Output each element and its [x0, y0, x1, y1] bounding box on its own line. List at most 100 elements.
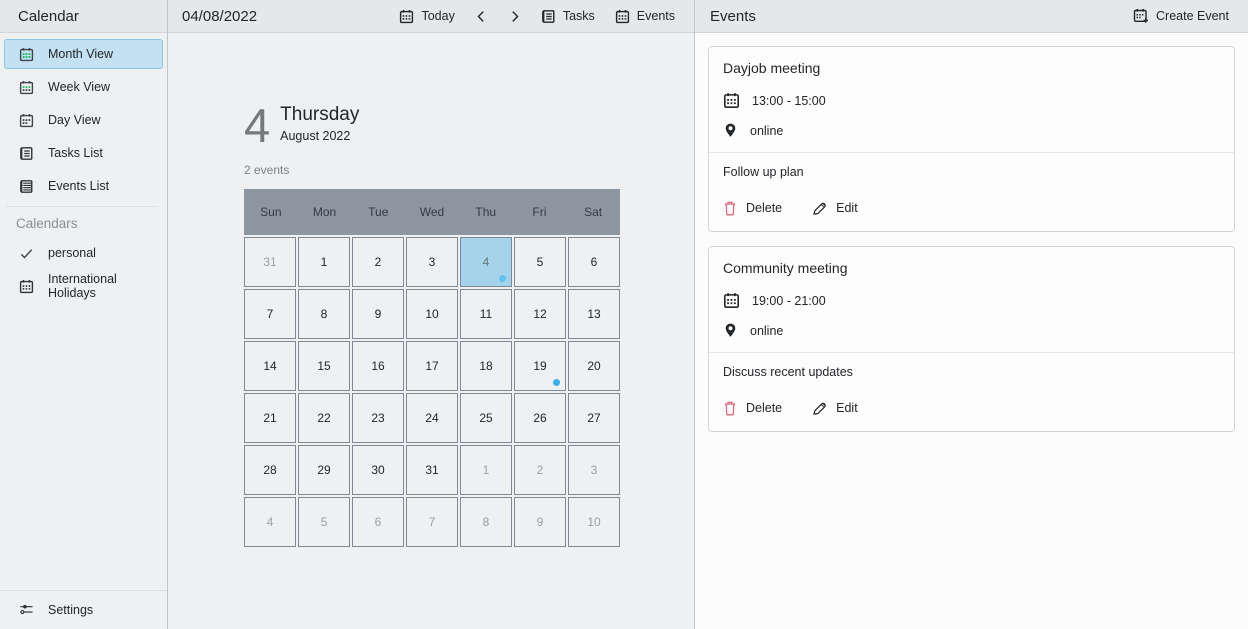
day-cell-30[interactable]: 30	[352, 445, 404, 496]
day-cell-11[interactable]: 11	[460, 289, 512, 340]
event-time: 19:00 - 21:00	[752, 293, 826, 308]
event-card-top: Community meeting 19:00 - 21:00 online	[709, 247, 1234, 352]
day-cell-20[interactable]: 20	[568, 341, 620, 392]
day-cell-16[interactable]: 16	[352, 341, 404, 392]
tasks-button[interactable]: Tasks	[532, 4, 604, 29]
events-panel-title: Events	[710, 7, 756, 25]
day-cell-4-adjacent[interactable]: 4	[244, 497, 296, 548]
sidebar-item-calendar-personal[interactable]: personal	[4, 238, 163, 268]
event-card-bottom: Follow up plan Delete Edit	[709, 153, 1234, 231]
sidebar-item-day-view[interactable]: Day View	[4, 105, 163, 135]
day-cell-6-adjacent[interactable]: 6	[352, 497, 404, 548]
app-title: Calendar	[18, 7, 79, 25]
day-cell-2-adjacent[interactable]: 2	[514, 445, 566, 496]
sidebar-nav: Month View Week View Day View Tasks List…	[0, 33, 167, 304]
day-cell-3[interactable]: 3	[406, 237, 458, 288]
day-cell-6[interactable]: 6	[568, 237, 620, 288]
sidebar-item-week-view[interactable]: Week View	[4, 72, 163, 102]
current-date: 04/08/2022	[182, 7, 258, 25]
sidebar-item-events-list[interactable]: Events List	[4, 171, 163, 201]
month-year: August 2022	[280, 129, 351, 143]
toolbar-actions: Today Tasks	[390, 4, 684, 29]
event-title: Dayjob meeting	[723, 60, 821, 76]
event-actions: Delete Edit	[723, 400, 1220, 416]
day-cell-25[interactable]: 25	[460, 393, 512, 444]
event-dot	[499, 275, 506, 283]
next-button[interactable]	[499, 5, 530, 28]
chevron-right-icon	[508, 10, 521, 23]
location-pin-icon	[723, 322, 738, 339]
day-cell-1-adjacent[interactable]: 1	[460, 445, 512, 496]
day-cell-9-adjacent[interactable]: 9	[514, 497, 566, 548]
create-event-button[interactable]: Create Event	[1124, 3, 1238, 29]
day-cell-31[interactable]: 31	[406, 445, 458, 496]
day-cell-21[interactable]: 21	[244, 393, 296, 444]
day-cell-23[interactable]: 23	[352, 393, 404, 444]
today-button[interactable]: Today	[390, 4, 463, 29]
sidebar-title: Calendar	[0, 0, 167, 33]
day-cell-31-adjacent[interactable]: 31	[244, 237, 296, 288]
edit-label: Edit	[836, 401, 858, 415]
day-cell-17[interactable]: 17	[406, 341, 458, 392]
calendar-icon	[19, 279, 34, 294]
day-cell-8[interactable]: 8	[298, 289, 350, 340]
event-actions: Delete Edit	[723, 200, 1220, 216]
events-panel: Events Create Event Dayjob meeting 13:00…	[695, 0, 1248, 629]
event-card: Community meeting 19:00 - 21:00 online D…	[708, 246, 1235, 432]
month-view-content: 4 Thursday August 2022 2 events Sun Mon Tu…	[168, 33, 694, 629]
events-label: Events	[636, 9, 675, 23]
day-cell-28[interactable]: 28	[244, 445, 296, 496]
day-cell-12[interactable]: 12	[514, 289, 566, 340]
day-cell-5[interactable]: 5	[514, 237, 566, 288]
day-cell-15[interactable]: 15	[298, 341, 350, 392]
day-cell-2[interactable]: 2	[352, 237, 404, 288]
card-divider	[709, 352, 1234, 353]
sidebar-divider	[6, 206, 157, 207]
day-cell-24[interactable]: 24	[406, 393, 458, 444]
weekday-label-mon: Mon	[312, 205, 337, 220]
day-cell-8-adjacent[interactable]: 8	[460, 497, 512, 548]
day-cell-27[interactable]: 27	[568, 393, 620, 444]
sidebar-item-tasks-list[interactable]: Tasks List	[4, 138, 163, 168]
day-cell-29[interactable]: 29	[298, 445, 350, 496]
day-cell-22[interactable]: 22	[298, 393, 350, 444]
main-toolbar: 04/08/2022 Today	[168, 0, 694, 33]
edit-icon	[812, 201, 827, 216]
edit-button[interactable]: Edit	[812, 400, 858, 416]
day-cell-7[interactable]: 7	[244, 289, 296, 340]
sidebar-item-label: Week View	[48, 80, 111, 94]
sidebar-item-calendar-international-holidays[interactable]: International Holidays	[4, 271, 163, 301]
event-time: 13:00 - 15:00	[752, 93, 826, 108]
day-cell-9[interactable]: 9	[352, 289, 404, 340]
delete-button[interactable]: Delete	[723, 200, 782, 216]
day-cell-5-adjacent[interactable]: 5	[298, 497, 350, 548]
sidebar-item-month-view[interactable]: Month View	[4, 39, 163, 69]
previous-button[interactable]	[466, 5, 497, 28]
event-card-top: Dayjob meeting 13:00 - 15:00 online	[709, 47, 1234, 152]
events-list: Dayjob meeting 13:00 - 15:00 online Foll…	[695, 33, 1248, 459]
day-cell-3-adjacent[interactable]: 3	[568, 445, 620, 496]
edit-button[interactable]: Edit	[812, 200, 858, 216]
events-button[interactable]: Events	[606, 4, 684, 29]
day-cell-13[interactable]: 13	[568, 289, 620, 340]
event-location-row: online	[723, 322, 1220, 352]
day-cell-14[interactable]: 14	[244, 341, 296, 392]
day-cell-4[interactable]: 4	[460, 237, 512, 288]
event-title: Community meeting	[723, 260, 848, 276]
week-view-icon	[19, 80, 34, 95]
day-cell-10[interactable]: 10	[406, 289, 458, 340]
card-divider	[709, 152, 1234, 153]
day-cell-26[interactable]: 26	[514, 393, 566, 444]
delete-button[interactable]: Delete	[723, 400, 782, 416]
day-cell-19[interactable]: 19	[514, 341, 566, 392]
settings-label: Settings	[48, 602, 94, 617]
sidebar-spacer	[0, 304, 167, 590]
settings-button[interactable]: Settings	[4, 594, 163, 625]
day-cell-1[interactable]: 1	[298, 237, 350, 288]
weekday-header-row: Sun Mon Tue Wed Thu Fri Sat	[244, 189, 620, 236]
day-cell-18[interactable]: 18	[460, 341, 512, 392]
event-count: 2 events	[244, 163, 290, 178]
day-cell-7-adjacent[interactable]: 7	[406, 497, 458, 548]
day-cell-10-adjacent[interactable]: 10	[568, 497, 620, 548]
calendar-icon	[399, 9, 414, 24]
